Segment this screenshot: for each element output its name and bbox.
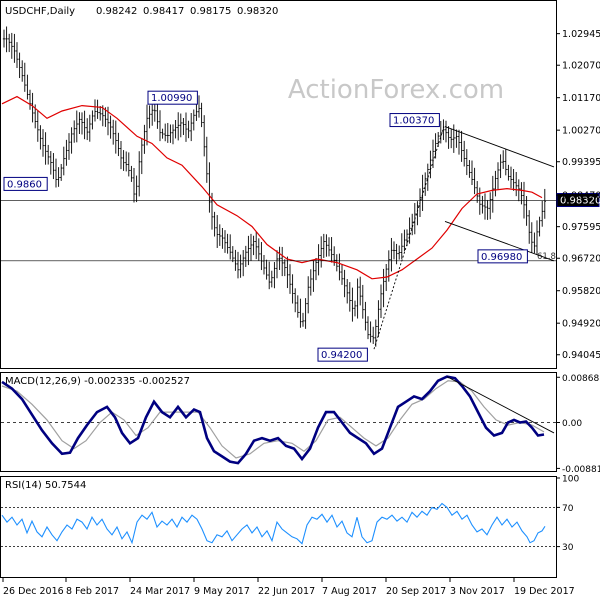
price-y-tick-label: 0.97595: [562, 222, 600, 233]
symbol-label: USDCHF,Daily: [5, 6, 75, 17]
price-y-tick-label: 0.96720: [562, 254, 600, 265]
macd-y-tick-label: 0.00868: [562, 374, 599, 384]
annotation-box: [147, 90, 198, 105]
price-y-tick-label: 0.99395: [562, 157, 600, 168]
x-axis-date-label: 8 Feb 2017: [66, 586, 119, 597]
macd-trendline: [446, 376, 555, 434]
macd-y-tick-label: -0.008818: [562, 465, 600, 475]
fib-level-label: 61.8: [537, 252, 556, 262]
price-panel-frame: [0, 0, 557, 369]
annotation-label: 0.9860: [7, 179, 42, 190]
rsi-label: RSI(14) 50.7544: [5, 480, 86, 491]
price-y-tick-label: 1.02945: [562, 29, 600, 40]
watermark: ActionForex.com: [288, 75, 504, 105]
axes: 0.94045 0.94920 0.95820 0.96720 0.97595 0.984…: [2, 29, 600, 597]
x-axis-date-label: 3 Nov 2017: [450, 586, 505, 597]
channel-trendline: [444, 221, 555, 262]
price-y-tick-label: 0.94920: [562, 319, 600, 330]
rsi-line: [1, 502, 546, 545]
macd-panel-frame: [0, 372, 557, 472]
annotation-label: 0.94200: [321, 350, 362, 361]
macd-main-line: [1, 375, 545, 465]
price-y-tick-label: 1.00270: [562, 126, 600, 137]
price-y-tick-label: 1.02070: [562, 61, 600, 72]
rsi-y-tick-label: 70: [562, 504, 574, 514]
annotation-label: 1.00990: [151, 93, 192, 104]
fib-dashed-line: [373, 126, 445, 350]
rsi-plot: [1, 502, 556, 547]
last-price-box: [556, 193, 600, 208]
price-y-tick-label: 0.94045: [562, 350, 600, 361]
ohlc-close: 0.98320: [237, 6, 278, 17]
channel-trendline: [444, 126, 555, 168]
rsi-y-tick-label: 100: [562, 475, 579, 485]
x-axis-date-label: 7 Aug 2017: [322, 586, 377, 597]
price-y-tick-label: 0.98470: [562, 191, 600, 202]
annotation-box: [477, 249, 528, 264]
macd-label: MACD(12,26,9) -0.002335 -0.002527: [5, 376, 190, 387]
x-axis-date-label: 24 Mar 2017: [130, 586, 190, 597]
price-plot: 61.8 0.9860 1.00990 1.00370 0.96980 0.94200 0.…: [1, 26, 600, 362]
x-axis-date-label: 9 May 2017: [194, 586, 250, 597]
annotation-label: 1.00370: [393, 116, 434, 127]
macd-plot: [1, 375, 556, 465]
moving-average-line: [1, 95, 543, 280]
x-axis-date-label: 22 Jun 2017: [258, 586, 315, 597]
annotation-box: [389, 113, 440, 128]
rsi-y-tick-label: 30: [562, 543, 574, 553]
x-axis-date-label: 20 Sep 2017: [386, 586, 446, 597]
x-axis-date-label: 26 Dec 2016: [3, 586, 64, 597]
macd-y-tick-label: 0.00: [562, 419, 582, 429]
rsi-panel-frame: [0, 476, 557, 578]
annotation-label: 0.96980: [481, 252, 522, 263]
ohlc-high: 0.98417: [143, 6, 184, 17]
annotation-box: [3, 176, 48, 191]
ohlc-low: 0.98175: [190, 6, 231, 17]
annotation-box: [317, 347, 368, 362]
price-y-tick-label: 1.01170: [562, 93, 600, 104]
price-y-tick-label: 0.95820: [562, 286, 600, 297]
ohlc-open: 0.98242: [96, 6, 137, 17]
last-price-label: 0.98320: [560, 196, 600, 207]
x-axis-date-label: 19 Dec 2017: [514, 586, 575, 597]
